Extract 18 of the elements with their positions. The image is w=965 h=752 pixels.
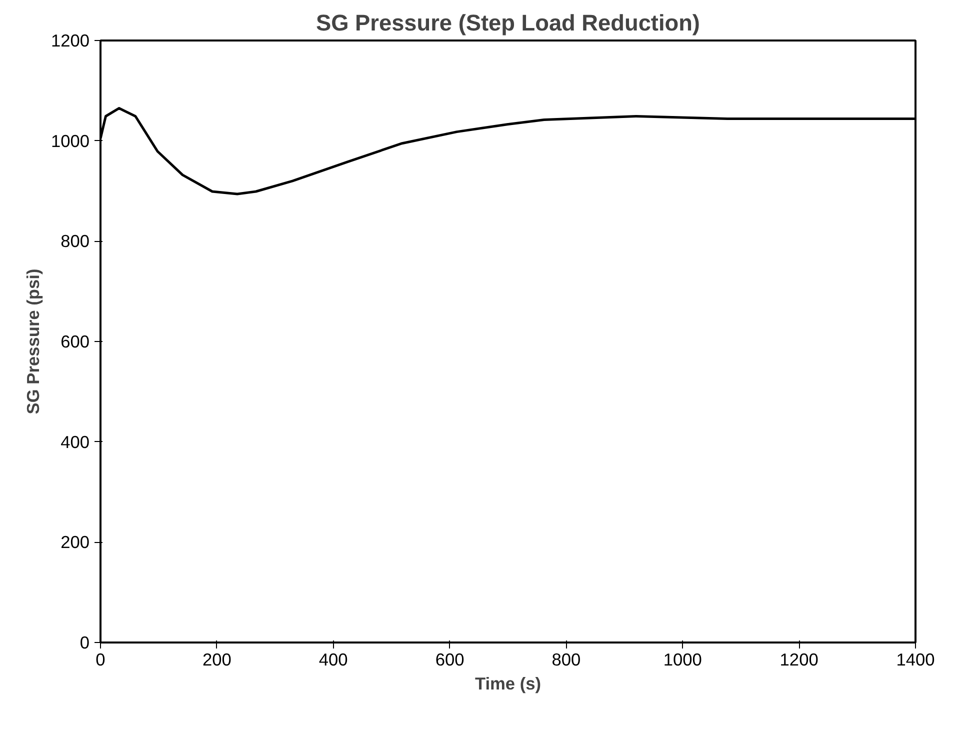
x-tick-label: 1200 <box>780 650 818 670</box>
x-tick-label: 600 <box>435 650 464 670</box>
y-tick-label: 0 <box>80 632 90 652</box>
y-tick-label: 800 <box>60 231 90 252</box>
x-tick-label: 400 <box>318 650 348 670</box>
y-tick-label: 200 <box>60 532 90 552</box>
x-tick-label: 1000 <box>663 650 702 670</box>
y-axis-title: SG Pressure (psi) <box>22 268 43 414</box>
chart-title: SG Pressure (Step Load Reduction) <box>316 10 700 36</box>
x-tick-label: 200 <box>202 650 232 670</box>
y-tick-label: 600 <box>60 332 90 352</box>
y-tick-label: 1200 <box>50 30 90 50</box>
x-tick-label: 800 <box>552 650 581 670</box>
x-axis-title: Time (s) <box>474 674 542 694</box>
x-tick-label: 0 <box>96 650 106 670</box>
y-tick-label: 400 <box>60 432 90 452</box>
y-tick-label: 1000 <box>50 130 90 151</box>
x-tick-label: 1400 <box>896 650 935 670</box>
